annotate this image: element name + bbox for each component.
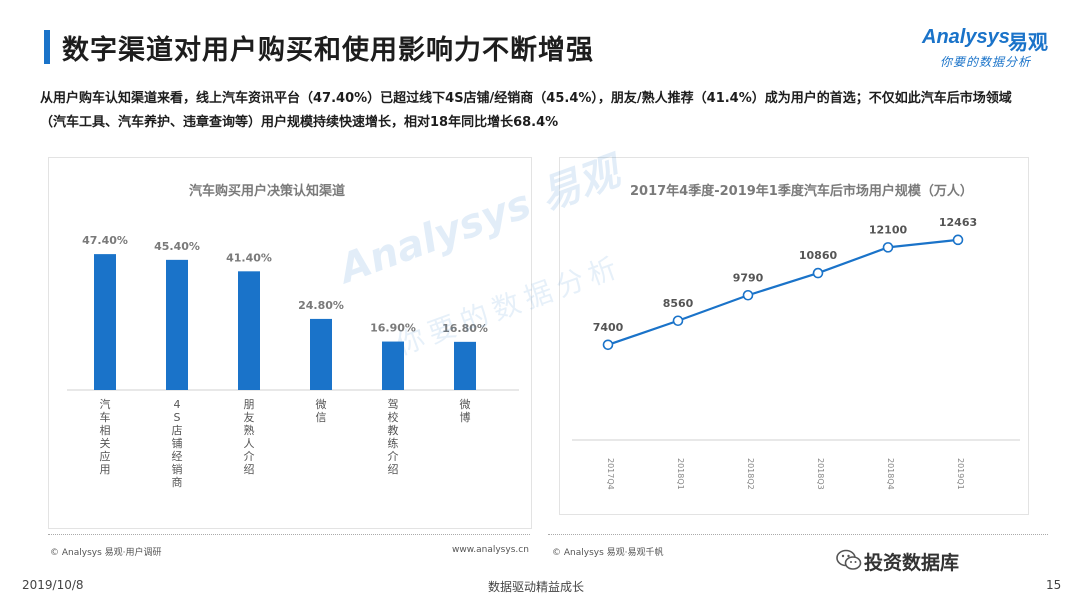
bar-category-char: 校	[388, 410, 399, 424]
summary-line-1: 从用户购车认知渠道来看，线上汽车资讯平台（47.40%）已超过线下4S店铺/经销…	[40, 91, 1012, 106]
line-data-label: 9790	[733, 271, 764, 284]
footer-center: 数据驱动精益成长	[488, 580, 585, 594]
line-point	[882, 242, 894, 253]
bar	[238, 271, 260, 390]
bar-data-label: 16.80%	[442, 322, 488, 335]
wechat-account: 投资数据库	[864, 552, 960, 574]
bar-category-char: 铺	[172, 437, 183, 450]
bar-category-char: 绍	[244, 462, 255, 476]
bar-data-label: 47.40%	[82, 234, 128, 247]
bar-category-char: S	[174, 411, 181, 424]
bar-data-label: 16.90%	[370, 322, 416, 335]
source-right: © Analysys 易观·易观千帆	[552, 548, 664, 558]
bar	[166, 259, 188, 390]
bar-data-label: 24.80%	[298, 299, 344, 312]
line-data-label: 12100	[869, 223, 908, 236]
source-divider-left	[48, 534, 530, 535]
bar-data-label: 41.40%	[226, 251, 272, 264]
line-point	[602, 339, 614, 351]
line-tick-label: 2018Q1	[676, 458, 685, 490]
line-tick-label: 2017Q4	[606, 458, 615, 490]
line-data-label: 12463	[939, 216, 977, 229]
bar-category-char: 绍	[388, 462, 399, 476]
bar-category-char: 介	[388, 450, 399, 463]
line-chart: 7400 2017Q4 8560 2018Q1 9790 2018Q2 10860 2018Q…	[572, 216, 1020, 490]
bar	[454, 341, 476, 390]
source-divider-right	[548, 534, 1048, 535]
summary-line-2: （汽车工具、汽车养护、违章查询等）用户规模持续快速增长，相对18年同比增长68.…	[40, 115, 559, 130]
brand-slogan: 你要的数据分析	[940, 55, 1032, 69]
line-chart-panel: 2017年4季度-2019年1季度汽车后市场用户规模（万人） 7400 2017Q…	[559, 157, 1029, 515]
bar-category-char: 经	[172, 450, 183, 463]
bar-category-char: 教	[388, 424, 399, 437]
bar-category-char: 用	[100, 463, 111, 476]
bar-category-char: 相	[100, 424, 111, 437]
bar-chart-title: 汽车购买用户决策认知渠道	[189, 184, 346, 199]
bar-category-char: 4	[174, 398, 181, 411]
bar-chart-panel: 汽车购买用户决策认知渠道 47.40% 汽车相关应用 45.40% 4 S 店铺经销商 41…	[48, 157, 532, 529]
bar-category-char: 关	[100, 436, 111, 450]
bar-category-char: 驾	[388, 398, 399, 411]
bar-category-char: 朋	[244, 398, 255, 411]
bar	[94, 254, 116, 390]
bar-category-char: 店	[172, 423, 183, 437]
brand-name: Analysys	[922, 26, 1010, 48]
bar-category-char: 商	[172, 475, 183, 489]
brand-cn-name: 易观	[1008, 30, 1048, 54]
bar-category-char: 友	[244, 410, 255, 424]
bar-category-char: 应	[100, 449, 111, 463]
bar	[382, 341, 404, 390]
line-tick-label: 2019Q1	[956, 458, 965, 490]
bar-chart: 47.40%汽车相关应用45.40%4S店铺经销商41.40%朋友熟人介绍24.…	[67, 234, 519, 489]
line-tick-label: 2018Q3	[816, 458, 825, 490]
line-chart-title: 2017年4季度-2019年1季度汽车后市场用户规模（万人）	[630, 184, 973, 199]
bar-category-label: 微信	[316, 397, 327, 424]
title-accent-bar	[44, 30, 50, 64]
line-point	[742, 289, 754, 301]
footer-date: 2019/10/8	[22, 578, 84, 592]
page-title: 数字渠道对用户购买和使用影响力不断增强	[62, 35, 594, 66]
bar-category-char: 销	[172, 462, 183, 476]
line-tick-label: 2018Q2	[746, 458, 755, 490]
brand-logo: Analysys 易观 你要的数据分析	[922, 26, 1062, 74]
bar-category-char: 车	[100, 410, 111, 424]
line-data-label: 7400	[593, 321, 624, 334]
line-point	[672, 315, 684, 327]
bar-category-char: 信	[316, 411, 327, 424]
wechat-icon	[836, 549, 862, 570]
bar-category-char: 练	[388, 436, 399, 450]
bar-category-char: 汽	[100, 397, 111, 411]
line-point	[812, 267, 824, 279]
bar-category-char: 人	[244, 437, 255, 450]
bar-category-char: 熟	[244, 423, 255, 437]
line-data-label: 10860	[799, 249, 838, 262]
bar-category-char: 博	[460, 411, 471, 424]
bar-category-char: 介	[244, 450, 255, 463]
line-point	[952, 234, 964, 246]
line-series	[607, 238, 959, 346]
line-tick-label: 2018Q4	[886, 458, 895, 490]
bar-data-label: 45.40%	[154, 240, 200, 253]
source-site: www.analysys.cn	[452, 545, 529, 555]
summary-text: 从用户购车认知渠道来看，线上汽车资讯平台（47.40%）已超过线下4S店铺/经销…	[40, 87, 1050, 135]
page-number: 15	[1046, 578, 1062, 592]
line-data-label: 8560	[663, 297, 694, 310]
bar-category-label: 微博	[460, 397, 471, 424]
bar-category-char: 微	[460, 397, 471, 411]
bar	[310, 318, 332, 390]
source-left: © Analysys 易观·用户调研	[50, 548, 162, 558]
bar-category-char: 微	[316, 397, 327, 411]
